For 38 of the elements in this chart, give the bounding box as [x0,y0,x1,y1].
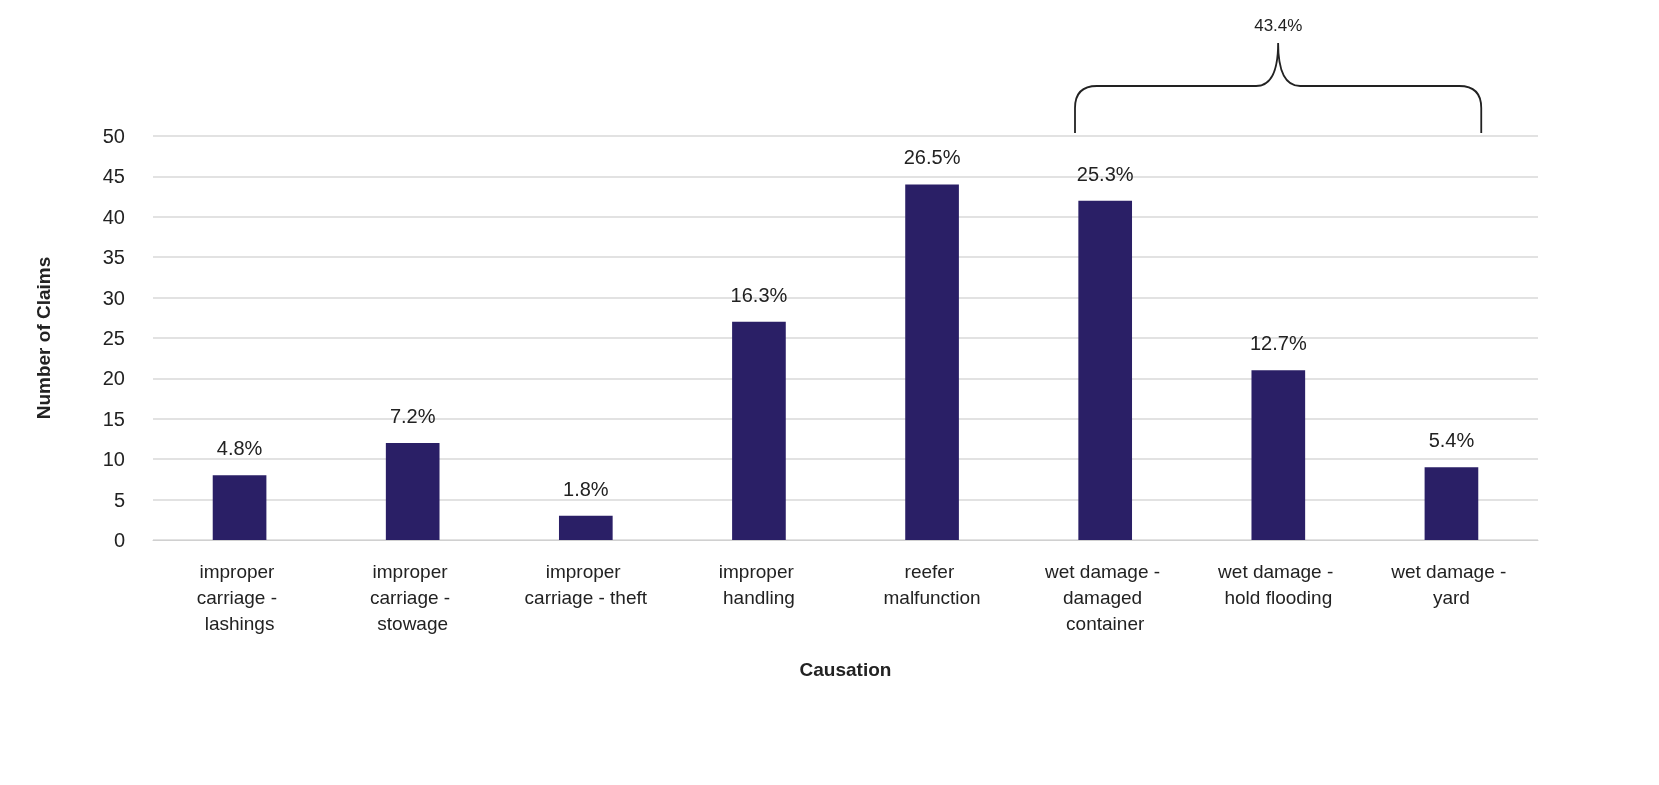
annotation: 1.8% [562,477,610,501]
bar [1078,200,1133,540]
x-tick-label: improper carriage - lashings [196,560,283,634]
y-tick-label: 45 [102,165,125,188]
annotation: 7.2% [388,405,437,429]
annotation: 5.4% [1427,429,1476,453]
x-tick-label: improper handling [718,560,800,608]
y-tick-label: 25 [102,327,125,349]
x-tick-label: improper carriage - theft [524,560,648,608]
x-tick-label: improper carriage - stowage [369,560,456,634]
y-tick-label: 30 [102,286,125,309]
bar [1424,467,1479,540]
text: 43.4% [1253,16,1304,36]
y-tick-label: 15 [102,407,125,430]
annotation: 12.7% [1248,332,1308,356]
y-tick-label: 0 [113,529,125,551]
x-tick-label: wet damage - damaged container [1043,560,1166,634]
y-tick-label: 40 [102,205,125,228]
y-tick-label: 50 [102,125,125,147]
bar [212,475,267,540]
bar [558,515,613,540]
annotation: 16.3% [729,283,789,307]
y-tick-label: 35 [102,246,125,269]
bar [732,321,786,540]
bar [905,184,959,540]
y-tick-label: 10 [102,448,125,471]
bar [1251,370,1306,540]
y-axis-title: Number of Claims [33,256,54,420]
annotation: 4.8% [215,437,264,461]
bar [385,443,440,540]
x-tick-label: wet damage - yard [1390,560,1512,608]
y-tick-label: 5 [113,488,125,511]
x-axis-title: Causation [799,659,892,680]
annotation: 26.5% [902,146,962,170]
annotation: 25.3% [1075,162,1135,186]
x-tick-label: wet damage - hold flooding [1217,560,1339,608]
y-tick-label: 20 [102,367,125,390]
x-tick-label: reefer malfunction [883,560,981,608]
